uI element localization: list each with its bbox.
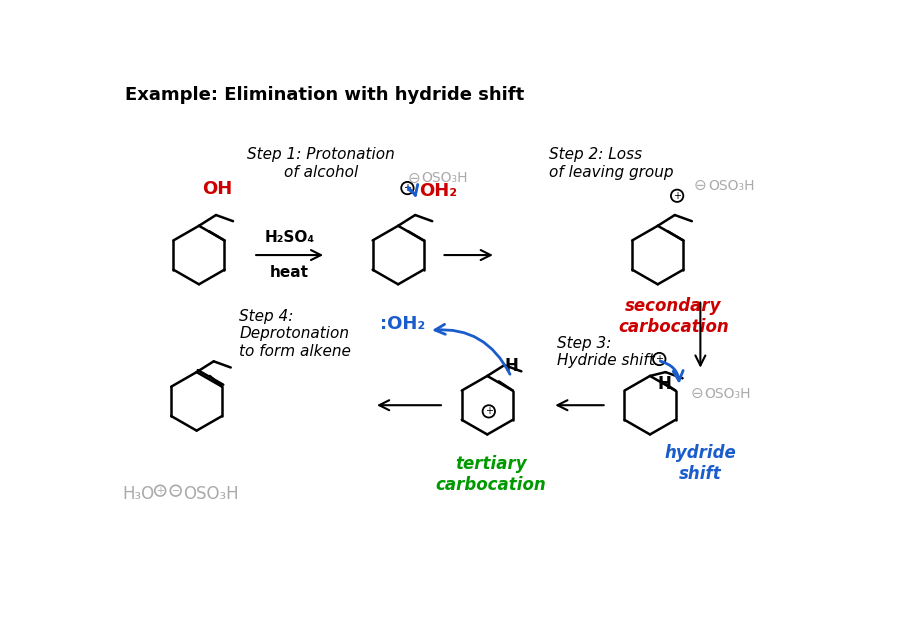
Text: OH: OH <box>203 180 232 198</box>
Text: −: − <box>171 485 180 495</box>
Text: +: + <box>404 183 411 193</box>
Text: hydride
shift: hydride shift <box>665 444 737 482</box>
Text: :OH₂: :OH₂ <box>380 315 425 333</box>
Text: ⊖: ⊖ <box>408 170 420 185</box>
Text: +: + <box>656 354 663 364</box>
Text: H₃O: H₃O <box>122 485 154 503</box>
Text: OSO₃H: OSO₃H <box>708 178 754 193</box>
Text: tertiary
carbocation: tertiary carbocation <box>436 456 547 494</box>
Text: Example: Elimination with hydride shift: Example: Elimination with hydride shift <box>124 85 524 104</box>
Text: Step 2: Loss
of leaving group: Step 2: Loss of leaving group <box>550 147 674 180</box>
Text: OSO₃H: OSO₃H <box>183 485 239 503</box>
Text: H: H <box>504 357 518 375</box>
Text: OSO₃H: OSO₃H <box>704 387 751 401</box>
Text: heat: heat <box>270 265 309 280</box>
Text: H₂SO₄: H₂SO₄ <box>265 230 314 245</box>
Text: Step 1: Protonation
of alcohol: Step 1: Protonation of alcohol <box>247 147 395 180</box>
Text: Step 4:
Deprotonation
to form alkene: Step 4: Deprotonation to form alkene <box>239 309 351 359</box>
Text: OSO₃H: OSO₃H <box>421 171 467 185</box>
Text: H: H <box>657 376 671 393</box>
Text: OH₂: OH₂ <box>420 182 457 200</box>
Text: Step 3:
Hydride shift: Step 3: Hydride shift <box>557 336 655 368</box>
Text: +: + <box>673 191 681 201</box>
Text: secondary
carbocation: secondary carbocation <box>618 298 728 336</box>
Text: +: + <box>156 485 164 495</box>
Text: ⊖: ⊖ <box>691 386 703 401</box>
Text: +: + <box>485 406 492 416</box>
Text: ⊖: ⊖ <box>694 178 707 193</box>
